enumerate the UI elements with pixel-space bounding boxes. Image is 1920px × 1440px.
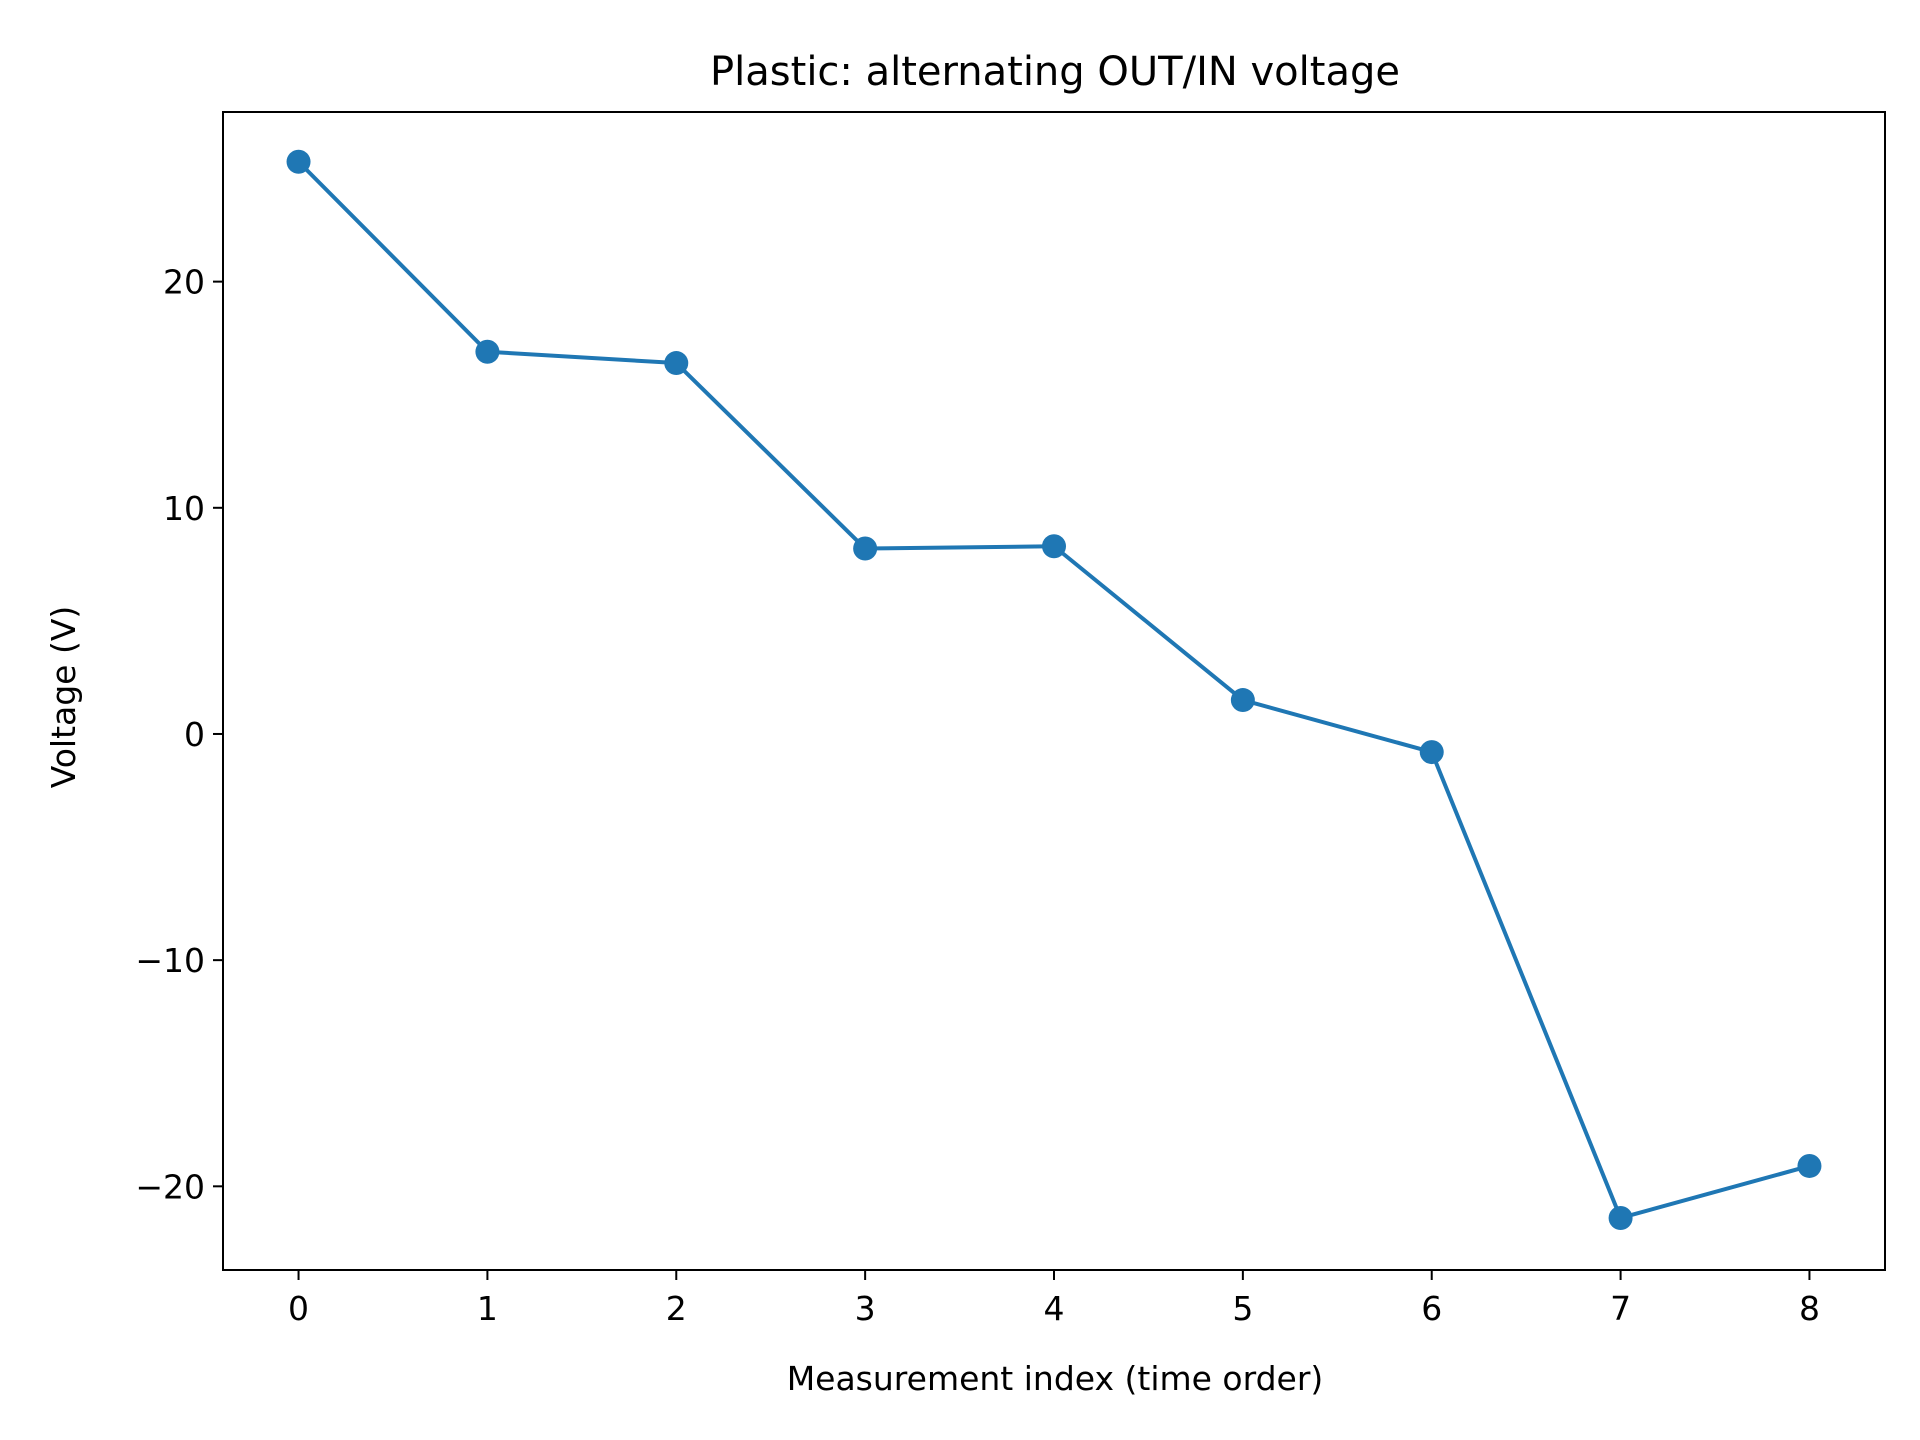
x-axis: 0 1 2 3 4 5 6 7 8: [288, 1270, 1820, 1328]
x-tick-label: 5: [1232, 1289, 1253, 1328]
y-tick-label: −20: [135, 1167, 205, 1206]
data-point: [853, 536, 878, 561]
data-point: [475, 339, 500, 364]
x-axis-label: Measurement index (time order): [787, 1359, 1324, 1398]
x-tick-label: 3: [855, 1289, 876, 1328]
x-tick-label: 4: [1044, 1289, 1065, 1328]
y-axis: −20 −10 0 10 20: [135, 263, 223, 1206]
data-point: [1608, 1205, 1633, 1230]
plot-frame: [222, 111, 1886, 1271]
plot-area: [222, 111, 1886, 1271]
x-tick-label: 1: [477, 1289, 498, 1328]
chart-title: Plastic: alternating OUT/IN voltage: [710, 49, 1400, 95]
y-tick-label: 10: [163, 489, 205, 528]
x-tick-label: 7: [1610, 1289, 1631, 1328]
y-tick-label: −10: [135, 941, 205, 980]
y-tick-label: 0: [184, 715, 205, 754]
y-tick-label: 20: [163, 263, 205, 302]
x-tick-label: 0: [288, 1289, 309, 1328]
data-point: [1230, 688, 1255, 713]
data-point: [1797, 1153, 1822, 1178]
series-group: [286, 149, 1822, 1230]
x-tick-label: 6: [1421, 1289, 1442, 1328]
x-tick-label: 8: [1799, 1289, 1820, 1328]
data-point: [1419, 740, 1444, 765]
y-axis-label: Voltage (V): [44, 606, 83, 789]
data-point: [286, 149, 311, 174]
x-tick-label: 2: [666, 1289, 687, 1328]
data-point: [664, 351, 689, 376]
data-point: [1042, 534, 1066, 559]
series-line: [297, 160, 1810, 1220]
